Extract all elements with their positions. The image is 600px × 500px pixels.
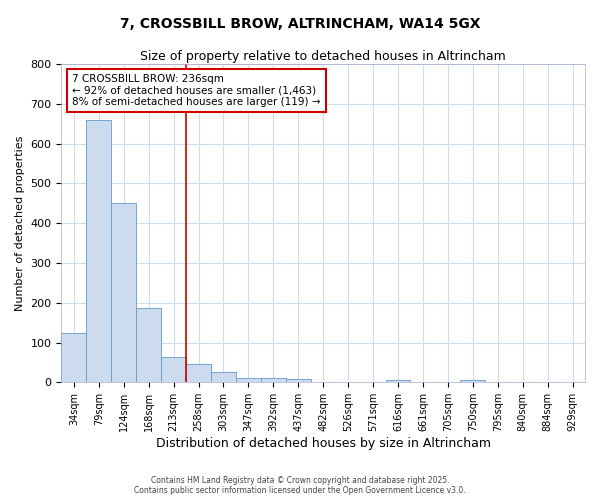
- Text: Contains HM Land Registry data © Crown copyright and database right 2025.
Contai: Contains HM Land Registry data © Crown c…: [134, 476, 466, 495]
- Text: 7 CROSSBILL BROW: 236sqm
← 92% of detached houses are smaller (1,463)
8% of semi: 7 CROSSBILL BROW: 236sqm ← 92% of detach…: [72, 74, 320, 107]
- Bar: [86, 120, 111, 382]
- Bar: [236, 378, 261, 382]
- Bar: [136, 308, 161, 382]
- Y-axis label: Number of detached properties: Number of detached properties: [15, 136, 25, 311]
- Title: Size of property relative to detached houses in Altrincham: Size of property relative to detached ho…: [140, 50, 506, 63]
- Bar: [186, 364, 211, 382]
- Bar: [460, 380, 485, 382]
- Bar: [386, 380, 410, 382]
- Bar: [161, 358, 186, 382]
- Bar: [111, 204, 136, 382]
- Bar: [61, 332, 86, 382]
- Bar: [211, 372, 236, 382]
- Bar: [261, 378, 286, 382]
- Bar: [286, 379, 311, 382]
- Text: 7, CROSSBILL BROW, ALTRINCHAM, WA14 5GX: 7, CROSSBILL BROW, ALTRINCHAM, WA14 5GX: [120, 18, 480, 32]
- X-axis label: Distribution of detached houses by size in Altrincham: Distribution of detached houses by size …: [156, 437, 491, 450]
